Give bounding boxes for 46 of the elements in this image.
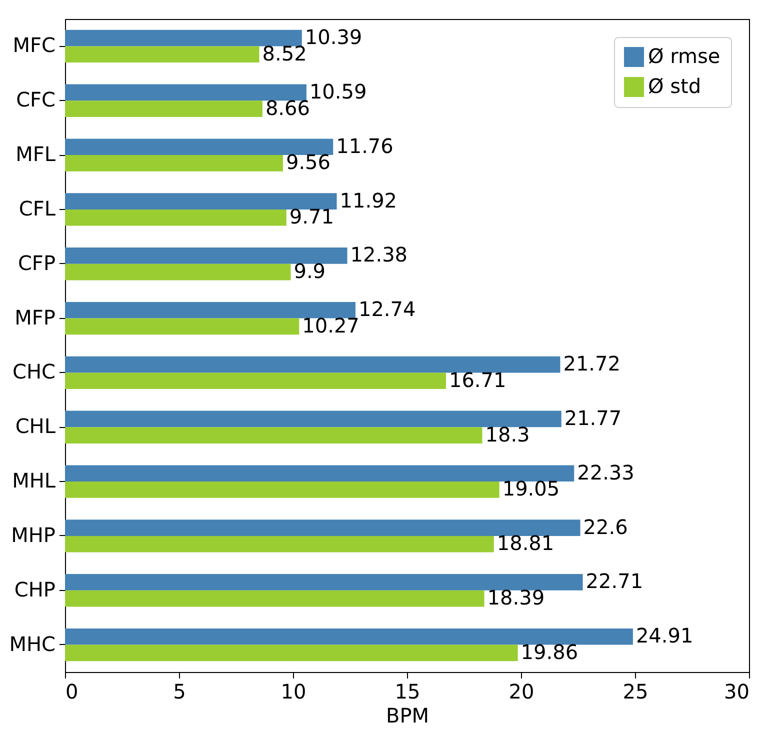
x-tick-label: 20 [508,680,534,704]
y-tick-label: CHC [12,360,56,384]
x-tick-label: 5 [173,680,186,704]
data-label: 18.81 [496,531,554,556]
data-label: 12.74 [358,297,416,322]
x-tick-label: 30 [724,680,750,704]
data-label: 22.6 [583,514,628,539]
y-tick-label: MHC [9,632,56,656]
data-label: 10.39 [304,25,362,50]
data-label: 19.05 [502,476,560,501]
data-label: 8.52 [262,41,307,66]
y-tick-label: CHP [14,577,56,602]
data-label: 22.33 [577,460,634,484]
data-label: 12.38 [350,242,408,267]
y-tick-label: MHP [11,522,56,547]
data-label: 18.3 [485,422,530,446]
y-tick-label: MFL [16,142,56,166]
legend-label: Ø rmse [648,44,720,68]
data-label: 9.56 [286,150,330,174]
data-label: 11.76 [336,134,394,158]
data-label: 19.86 [520,640,578,664]
data-label: 18.39 [487,586,545,610]
x-axis-title: BPM [386,704,430,728]
data-label: 21.72 [563,352,620,376]
legend-label: Ø std [648,74,702,98]
data-label: 10.27 [302,313,360,338]
y-tick-label: CFP [18,250,56,275]
data-label: 24.91 [636,624,694,648]
data-label: 11.92 [340,188,398,212]
y-tick-label: MFP [14,305,56,330]
y-tick-label: CHL [15,414,56,438]
x-tick-label: 25 [622,680,648,704]
x-tick-label: 15 [394,680,420,704]
data-label: 8.66 [265,96,310,120]
x-tick-label: 0 [66,680,78,704]
y-tick-label: MFC [12,33,56,58]
data-label: 9.9 [294,259,326,284]
y-tick-label: CFL [18,196,56,220]
data-label: 21.77 [564,406,622,430]
data-label: 22.71 [586,569,644,594]
y-tick-label: MHL [12,468,56,493]
data-label: 16.71 [448,368,506,392]
data-label: 9.71 [289,204,334,229]
data-label: 10.59 [309,79,367,104]
y-tick-label: CFC [16,88,56,112]
x-tick-label: 10 [280,680,306,704]
